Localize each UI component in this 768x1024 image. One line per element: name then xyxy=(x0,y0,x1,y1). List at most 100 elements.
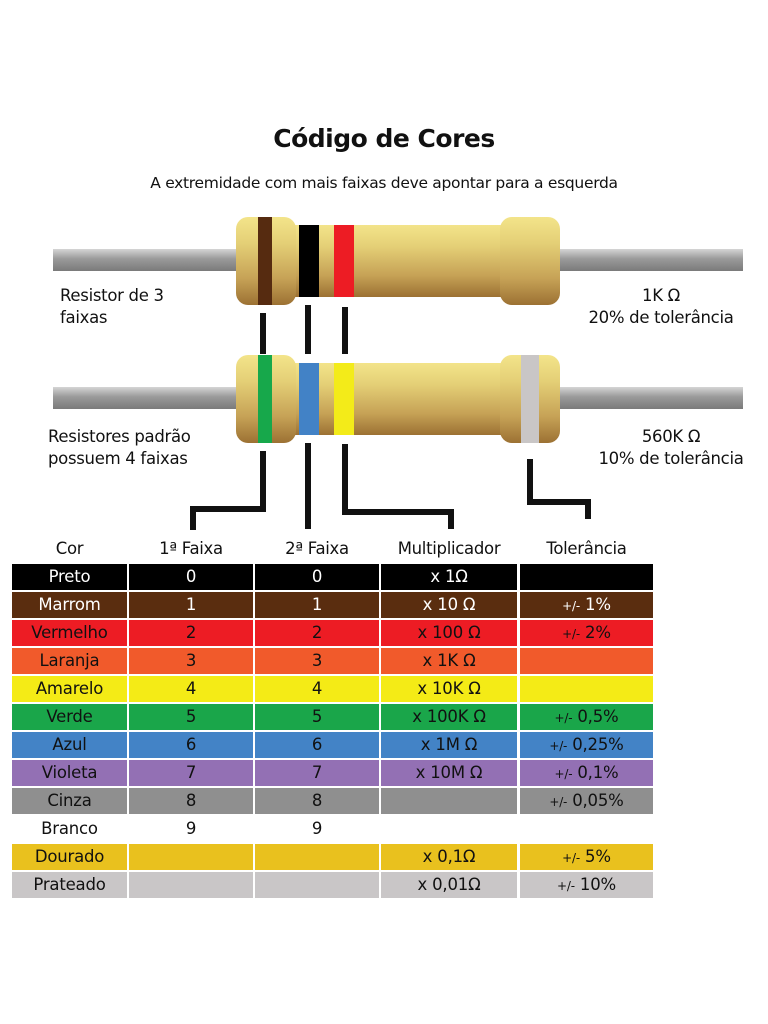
tolerance-value: 2% xyxy=(585,623,611,642)
connector-line xyxy=(260,340,266,354)
lead-wire-left xyxy=(53,249,243,271)
resistor-3-value: 1K Ω xyxy=(642,286,680,305)
table-row: Dourado x 0,1Ω +/- 5% xyxy=(0,844,768,870)
tolerance-prefix: +/- xyxy=(562,627,580,641)
header-faixa2: 2ª Faixa xyxy=(285,539,349,558)
cell-cor: Dourado xyxy=(12,844,127,870)
connector-line-band1 xyxy=(260,451,266,511)
cell-f2: 3 xyxy=(255,648,379,674)
connector-line xyxy=(342,307,348,343)
cell-f1 xyxy=(129,844,253,870)
tolerance-prefix: +/- xyxy=(562,851,580,865)
connector-line-band4 xyxy=(585,499,591,519)
cell-tol: +/- 0,5% xyxy=(520,704,653,730)
band-2 xyxy=(299,225,319,297)
page-title: Código de Cores xyxy=(273,124,495,153)
cell-f2: 2 xyxy=(255,620,379,646)
band-2 xyxy=(299,363,319,435)
cell-mult: x 100K Ω xyxy=(381,704,517,730)
cell-f2: 0 xyxy=(255,564,379,590)
cell-tol: +/- 0,25% xyxy=(520,732,653,758)
table-row: Preto 0 0 x 1Ω xyxy=(0,564,768,590)
table-row: Azul 6 6 x 1M Ω +/- 0,25% xyxy=(0,732,768,758)
cell-cor: Marrom xyxy=(12,592,127,618)
band-3 xyxy=(334,363,354,435)
band-1 xyxy=(258,355,272,443)
lead-wire-right xyxy=(555,249,743,271)
connector-line-band4 xyxy=(527,459,533,505)
lead-wire-left xyxy=(53,387,243,409)
cell-f1: 0 xyxy=(129,564,253,590)
tolerance-prefix: +/- xyxy=(562,599,580,613)
resistor-4-label-line1: Resistores padrão xyxy=(48,427,191,446)
cell-f1: 6 xyxy=(129,732,253,758)
resistor-3-label: Resistor de 3 faixas xyxy=(60,285,164,329)
cell-f2: 5 xyxy=(255,704,379,730)
header-cor: Cor xyxy=(55,539,84,558)
cell-mult: x 0,01Ω xyxy=(381,872,517,898)
cell-mult: x 1Ω xyxy=(381,564,517,590)
connector-line xyxy=(305,340,311,354)
cell-f2: 8 xyxy=(255,788,379,814)
cell-mult: x 1M Ω xyxy=(381,732,517,758)
tolerance-value: 10% xyxy=(579,875,616,894)
cell-tol: +/- 0,1% xyxy=(520,760,653,786)
tolerance-value: 0,1% xyxy=(577,763,619,782)
resistor-4-label: Resistores padrão possuem 4 faixas xyxy=(48,426,191,470)
cell-cor: Prateado xyxy=(12,872,127,898)
cell-mult: x 100 Ω xyxy=(381,620,517,646)
table-row: Amarelo 4 4 x 10K Ω xyxy=(0,676,768,702)
resistor-4-tolerance: 10% de tolerância xyxy=(598,449,744,468)
cell-tol: +/- 10% xyxy=(520,872,653,898)
resistor-4-value: 560K Ω xyxy=(641,427,701,446)
band-1 xyxy=(258,217,272,305)
table-row: Prateado x 0,01Ω +/- 10% xyxy=(0,872,768,898)
cell-f2: 9 xyxy=(255,816,379,842)
tolerance-prefix: +/- xyxy=(557,879,575,893)
resistor-3-label-line2: faixas xyxy=(60,308,108,327)
table-row: Verde 5 5 x 100K Ω +/- 0,5% xyxy=(0,704,768,730)
cell-f2 xyxy=(255,872,379,898)
table-row: Violeta 7 7 x 10M Ω +/- 0,1% xyxy=(0,760,768,786)
tolerance-value: 5% xyxy=(585,847,611,866)
band-3 xyxy=(334,225,354,297)
connector-line xyxy=(342,340,348,354)
cell-mult: x 10K Ω xyxy=(381,676,517,702)
cell-cor: Verde xyxy=(12,704,127,730)
connector-line-band1 xyxy=(190,506,196,530)
resistor-cap-right xyxy=(500,217,560,305)
cell-tol: +/- 0,05% xyxy=(520,788,653,814)
resistor-body xyxy=(285,363,515,435)
cell-mult: x 10 Ω xyxy=(381,592,517,618)
cell-f1: 9 xyxy=(129,816,253,842)
cell-f1: 4 xyxy=(129,676,253,702)
tolerance-prefix: +/- xyxy=(554,767,573,781)
table-row: Marrom 1 1 x 10 Ω +/- 1% xyxy=(0,592,768,618)
cell-cor: Azul xyxy=(12,732,127,758)
cell-f2: 4 xyxy=(255,676,379,702)
connector-line xyxy=(305,305,311,343)
connector-line-band1 xyxy=(190,506,266,512)
connector-line-band3 xyxy=(342,509,454,515)
cell-cor: Branco xyxy=(12,816,127,842)
tolerance-value: 0,05% xyxy=(572,791,624,810)
cell-f2: 1 xyxy=(255,592,379,618)
table-row: Branco 9 9 xyxy=(0,816,768,842)
cell-mult: x 1K Ω xyxy=(381,648,517,674)
connector-line-band3 xyxy=(342,444,348,514)
connector-line xyxy=(260,313,266,343)
header-tolerancia: Tolerância xyxy=(546,539,627,558)
header-multiplicador: Multiplicador xyxy=(397,539,501,558)
cell-f1: 5 xyxy=(129,704,253,730)
table-row: Vermelho 2 2 x 100 Ω +/- 2% xyxy=(0,620,768,646)
cell-f1: 1 xyxy=(129,592,253,618)
cell-f2: 6 xyxy=(255,732,379,758)
resistor-3-label-line1: Resistor de 3 xyxy=(60,286,164,305)
cell-mult: x 0,1Ω xyxy=(381,844,517,870)
cell-tol xyxy=(520,676,653,702)
connector-line-band3 xyxy=(448,509,454,529)
cell-cor: Amarelo xyxy=(12,676,127,702)
tolerance-value: 0,25% xyxy=(572,735,624,754)
cell-tol xyxy=(520,564,653,590)
resistor-3-spec: 1K Ω 20% de tolerância xyxy=(566,285,756,329)
